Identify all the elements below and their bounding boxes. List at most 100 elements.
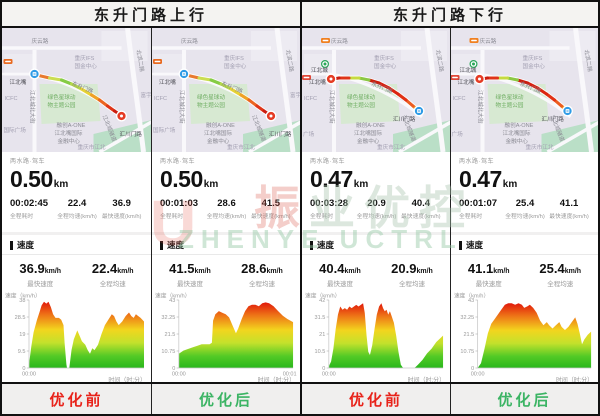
map-downbound-before: 庆云路 北滨二路 重庆IFS 国金中心 江北嘴 江北城北大街 绿色星球动 物主题公园 东升门路融… [302,28,450,152]
stat-avg-speed: 25.4 全程均速(km/h) [505,198,545,220]
stat-avg-speed: 22.4 全程均速(km/h) [57,198,97,220]
section-accent-bar [310,240,313,250]
chart-x-axis-title: 时间（时:分） [258,376,295,384]
distance-unit: km [53,179,69,190]
y-tick-label: 10.75 [161,349,175,355]
x-tick-label: 00:00 [322,371,336,377]
map-place-label: 北滨二路 [284,49,296,73]
trip-label: 两水路·驾车 [310,159,345,165]
trip-distance: 0.50km [160,166,293,193]
route-segment [357,76,371,82]
speed-area-series [328,303,444,368]
section-accent-bar [10,240,13,250]
chart-y-axis-title: 速度（km/h） [305,291,340,299]
map-place-label: 绿色星球动 [496,93,524,101]
route-segment [239,93,251,102]
y-tick-label: 43 [169,298,175,304]
section-accent-bar [459,240,462,250]
map-place-label: 江北城 [311,66,328,74]
y-tick-label: 21 [319,332,325,338]
route-segment [219,82,233,91]
map-place-label: 江北嘴国际 [55,129,83,137]
stat-max-speed: 36.9 最快速度(km/h) [101,198,142,220]
speed-section: 速度 36.9km/h 最快速度 22.4km/h 全程均速 速度（km/h） 0 9.… [2,232,151,385]
stat-duration: 00:01:07 全程耗时 [459,198,498,220]
map-place-label: ICFC [304,96,317,102]
section-upbound: 东升门路上行 庆云路 北滨二路 重庆IFS 国金中心 江北嘴 江北城北大街 绿色星球动 物主题… [2,2,300,414]
distance-unit: km [502,179,518,190]
map-place-label: 江北嘴 [159,78,176,86]
stat-avg-speed: 28.6 全程均速(km/h) [206,198,247,220]
map-place-label: 国金中心 [75,62,98,70]
speed-avg-stat: 22.4km/h 全程均速 [91,261,134,288]
map-place-label: 金融中心 [207,137,230,145]
route-segment [377,81,391,90]
speed-chart-svg: 速度（km/h） 0 10.5 21 31.5 42 00:00 时间（时:分） [305,291,445,384]
speed-area-series [29,301,144,368]
speed-chart: 速度（km/h） 0 9.5 19 28.5 38 00:00 时间（时:分） [2,291,151,385]
map-place-label: 重庆市江北 [78,143,106,151]
map-place-label: 富宇天 [141,91,152,99]
speed-section: 速度 41.5km/h 最快速度 28.6km/h 全程均速 速度（km/h） 0 10… [152,232,300,384]
map-place-label: 汇川门路 [393,115,416,123]
map-place-label: 物主题公园 [347,101,375,109]
map-place-label: 国际广场 [153,126,176,134]
speed-section: 速度 41.1km/h 最快速度 25.4km/h 全程均速 速度（km/h） 0 10… [451,232,598,384]
route-segment [69,82,84,91]
y-tick-label: 32.25 [161,315,175,321]
trip-stats-card: 两水路·驾车 0.47km 00:01:07 全程耗时 25.4 全程均速(km/h… [451,152,598,232]
map-place-label: 融创A-ONE [57,121,86,129]
stat-max-speed: 41.1 最快速度(km/h) [549,198,589,220]
section-downbound: 东升门路下行 庆云路 北滨二路 重庆IFS 国金中心 江北嘴 江北城北大街 绿色星球动 物主题… [300,2,598,414]
map-place-label: 江北嘴 [458,78,475,86]
route-segment [535,86,549,96]
map-place-label: 国际广场 [4,126,27,134]
map-place-label: 江北嘴 [309,78,326,86]
map-place-label: 汇川门路 [120,130,143,138]
trip-stats-card: 两水路·驾车 0.50km 00:02:45 全程耗时 22.4 全程均速(km/h… [2,152,151,232]
distance-unit: km [353,179,369,190]
map-place-label: 物主题公园 [48,101,76,109]
y-tick-label: 9.5 [18,349,26,355]
chart-y-axis-title: 速度（km/h） [155,291,190,299]
panel-upbound-before: 庆云路 北滨二路 重庆IFS 国金中心 江北嘴 江北城北大街 绿色星球动 物主题公园 东升门路融… [2,28,151,385]
map-upbound-before: 庆云路 北滨二路 重庆IFS 国金中心 江北嘴 江北城北大街 绿色星球动 物主题公园 东升门路融… [2,28,151,152]
route-segment [525,81,540,90]
x-tick-label: 00:01 [283,371,297,377]
y-tick-label: 0 [172,366,175,372]
map-place-label: 北滨二路 [434,49,446,73]
stat-duration: 00:01:03 全程耗时 [160,198,199,220]
map-place-label: 江北城 [460,66,477,74]
map-place-label: 庆云路 [181,37,198,45]
map-place-label: 庆云路 [480,37,497,45]
map-place-label: ICFC [453,96,466,102]
speed-chart-svg: 速度（km/h） 0 10.75 21.5 32.25 43 00:00 时间（时:分） [454,291,593,384]
y-tick-label: 38 [19,298,25,304]
y-tick-label: 21.5 [165,332,176,338]
y-tick-label: 19 [19,332,25,338]
distance-value: 0.50 [10,166,53,192]
distance-unit: km [203,179,219,190]
map-place-label: 物主题公园 [197,101,225,109]
route-segment [47,76,64,82]
distance-value: 0.47 [310,166,353,192]
y-tick-label: 43 [468,298,474,304]
footer-label-downbound-before: 优化前 [348,391,403,409]
route-segment [197,76,213,82]
y-tick-label: 31.5 [315,315,326,321]
map-place-label: 融创A-ONE [505,121,534,129]
speed-avg-stat: 28.6km/h 全程均速 [241,261,283,288]
map-place-label: 金融中心 [357,137,380,145]
route-segment [79,87,94,97]
trip-label: 两水路·驾车 [10,159,45,165]
speed-section: 速度 40.4km/h 最快速度 20.9km/h 全程均速 速度（km/h） 0 10… [302,232,450,384]
map-place-label: 富宇天 [290,91,300,99]
route-segment [209,78,223,86]
speed-max-stat: 41.5km/h 最快速度 [169,261,211,288]
map-place-label: 物主题公园 [496,101,524,109]
route-segment [367,78,381,85]
x-tick-label: 00:00 [172,371,186,377]
